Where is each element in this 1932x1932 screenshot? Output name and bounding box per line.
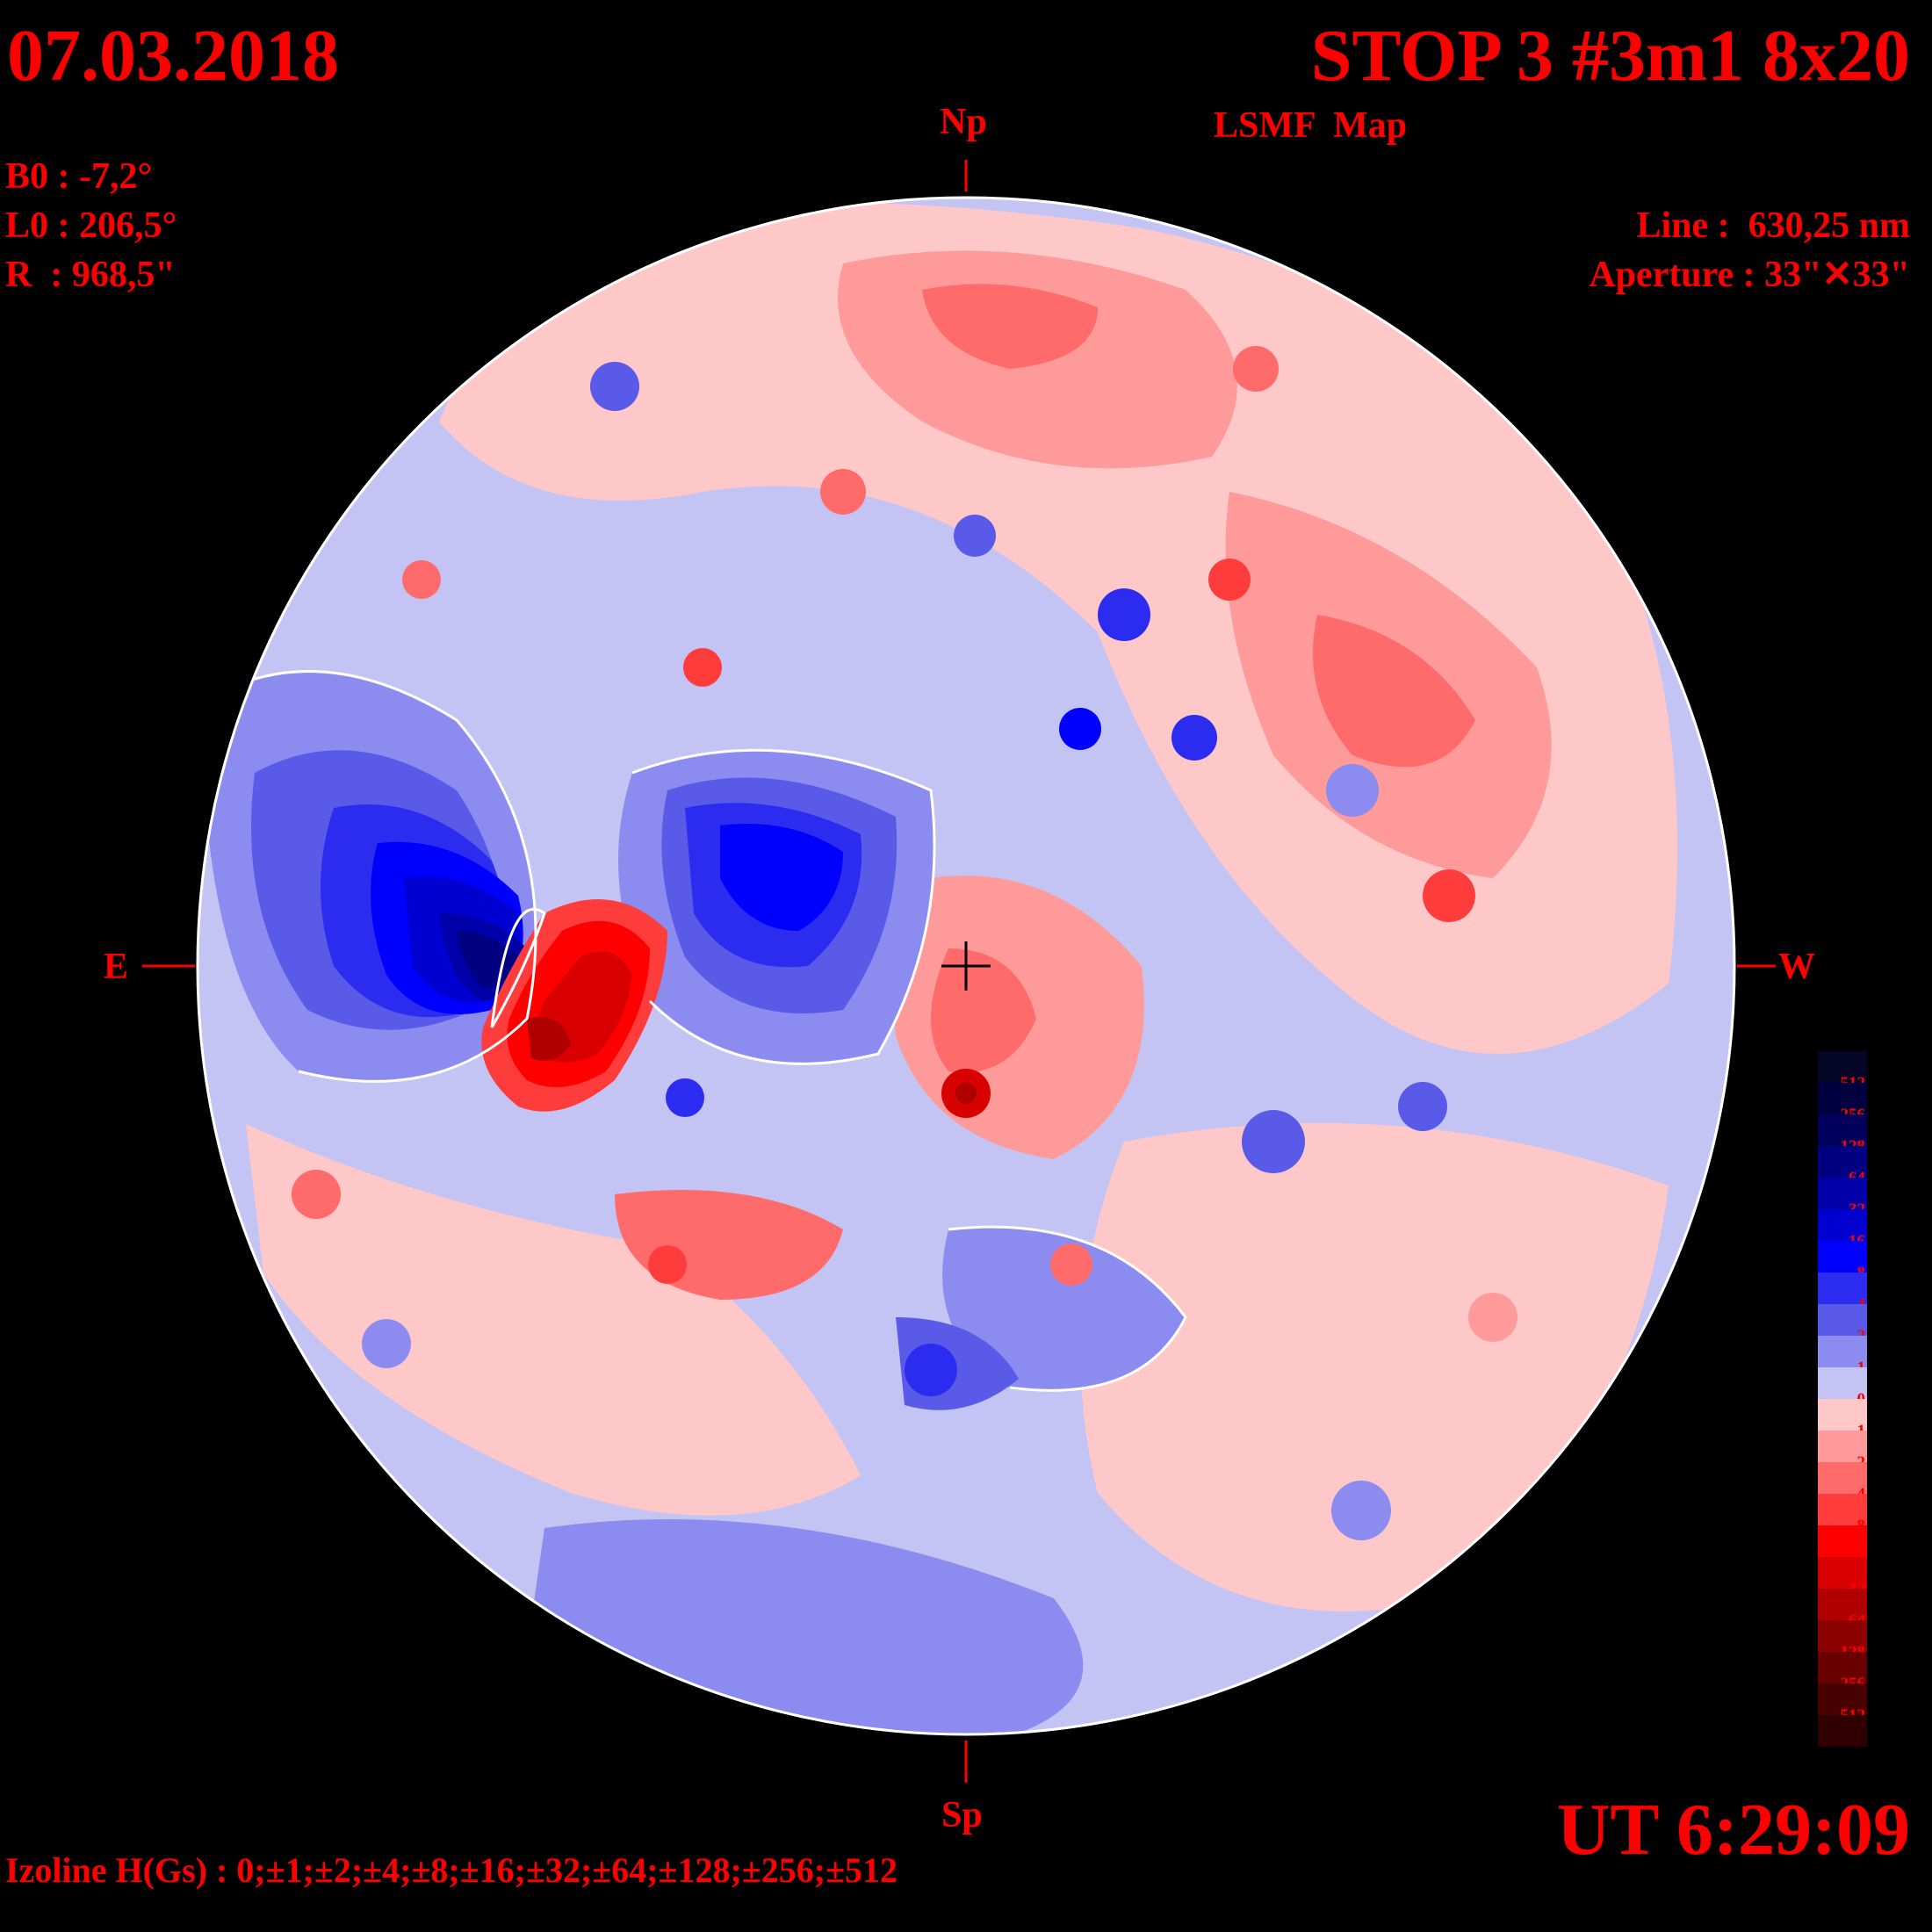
west-label: W <box>1778 947 1815 987</box>
map-type-label: LSMF Map <box>1214 105 1408 146</box>
color-scale-swatch <box>1818 1494 1867 1525</box>
color-scale-swatch <box>1818 1272 1867 1304</box>
north-pole-label: Np <box>940 102 987 142</box>
map-title: STOP 3 #3m1 8x20 <box>1310 15 1910 97</box>
color-scale-swatch <box>1818 1589 1867 1620</box>
color-scale-swatch <box>1818 1051 1867 1083</box>
aperture: Aperture : 33"✕33" <box>1589 255 1910 295</box>
color-scale-swatch <box>1818 1525 1867 1557</box>
east-label: E <box>104 947 129 987</box>
color-scale-swatch <box>1818 1209 1867 1241</box>
color-scale-swatch <box>1818 1241 1867 1272</box>
l0-parameter: L0 : 206,5° <box>5 205 177 246</box>
color-scale-swatch <box>1818 1462 1867 1494</box>
color-scale-swatch <box>1818 1431 1867 1462</box>
color-scale-swatch <box>1818 1683 1867 1715</box>
color-scale-swatch <box>1818 1652 1867 1683</box>
color-scale-swatch <box>1818 1146 1867 1178</box>
center-crosshair <box>941 941 991 991</box>
color-scale-swatch <box>1818 1715 1867 1747</box>
spectral-line: Line : 630,25 nm <box>1636 205 1910 246</box>
zero-isoline <box>201 670 1187 1392</box>
blue-patches <box>202 671 1186 1734</box>
color-scale-swatch <box>1818 1178 1867 1209</box>
ut-time: UT 6:29:09 <box>1556 1789 1910 1871</box>
radius-parameter: R : 968,5" <box>5 255 176 295</box>
south-pole-label: Sp <box>941 1795 983 1835</box>
positive-polarity-region <box>481 899 991 1118</box>
color-scale-swatch <box>1818 1114 1867 1146</box>
observation-date: 07.03.2018 <box>7 15 339 97</box>
color-scale-swatch <box>1818 1083 1867 1114</box>
b0-parameter: B0 : -7,2° <box>5 156 153 197</box>
small-spots <box>292 346 1517 1540</box>
color-scale-swatch <box>1818 1557 1867 1589</box>
disc-limb <box>196 196 1736 1736</box>
color-scale-swatch <box>1818 1399 1867 1431</box>
color-scale-swatch <box>1818 1620 1867 1652</box>
color-scale-swatch <box>1818 1367 1867 1399</box>
color-scale-swatch <box>1818 1336 1867 1367</box>
izoline-legend: Izoline H(Gs) : 0;±1;±2;±4;±8;±16;±32;±6… <box>5 1850 898 1890</box>
color-scale-swatch <box>1818 1304 1867 1336</box>
